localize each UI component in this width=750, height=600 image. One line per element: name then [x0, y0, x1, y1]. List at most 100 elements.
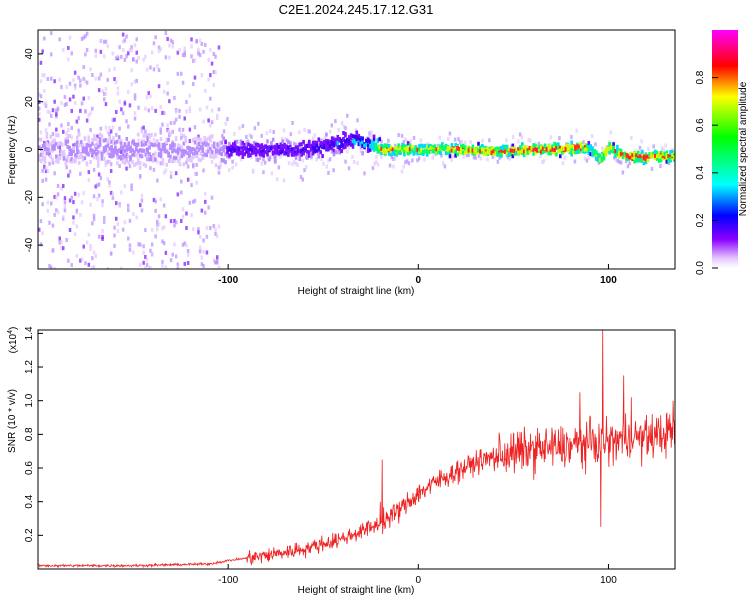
heatmap-cell	[188, 146, 191, 151]
heatmap-cell	[237, 147, 241, 152]
heatmap-cell	[440, 153, 443, 158]
heatmap-cell	[62, 48, 65, 52]
heatmap-cell	[198, 234, 202, 239]
colorbar-tick-label: 0.8	[695, 70, 706, 84]
heatmap-cell	[315, 140, 319, 145]
heatmap-cell	[387, 138, 390, 143]
heatmap-cell	[469, 140, 472, 145]
heatmap-cell	[198, 53, 202, 58]
heatmap-cell	[159, 161, 162, 166]
heatmap-cell	[521, 149, 524, 154]
heatmap-cell	[308, 144, 311, 149]
heatmap-cell	[256, 157, 260, 162]
heatmap-cell	[39, 130, 43, 135]
heatmap-cell	[581, 146, 585, 151]
heatmap-cell	[157, 49, 161, 53]
heatmap-cell	[79, 212, 82, 217]
heatmap-cell	[393, 149, 397, 153]
heatmap-cell	[340, 121, 344, 126]
heatmap-cell	[116, 86, 120, 91]
heatmap-cell	[91, 73, 94, 77]
heatmap-cell	[64, 137, 68, 142]
heatmap-cell	[233, 148, 237, 153]
heatmap-cell	[116, 155, 119, 160]
heatmap-cell	[479, 149, 482, 154]
heatmap-cell	[565, 142, 568, 147]
heatmap-cell	[264, 145, 267, 150]
heatmap-cell	[202, 119, 205, 124]
heatmap-cell	[391, 147, 395, 152]
heatmap-cell	[293, 141, 296, 146]
heatmap-cell	[481, 138, 484, 143]
heatmap-cell	[207, 136, 210, 141]
heatmap-cell	[252, 141, 256, 145]
heatmap-cell	[325, 132, 328, 137]
heatmap-cell	[76, 144, 79, 149]
heatmap-cell	[638, 145, 642, 150]
heatmap-cell	[403, 149, 406, 154]
heatmap-cell	[197, 157, 201, 162]
heatmap-cell	[302, 151, 305, 156]
heatmap-cell	[220, 140, 224, 145]
heatmap-cell	[53, 146, 56, 151]
heatmap-cell	[302, 139, 305, 144]
heatmap-cell	[174, 156, 178, 161]
heatmap-cell	[201, 148, 205, 153]
heatmap-cell	[338, 137, 341, 141]
heatmap-cell	[156, 178, 159, 183]
heatmap-cell	[530, 146, 534, 151]
heatmap-cell	[183, 53, 186, 58]
heatmap-cell	[405, 146, 408, 151]
heatmap-cell	[168, 158, 171, 163]
heatmap-cell	[55, 112, 58, 117]
spectrogram-y-label: Frequency (Hz)	[7, 116, 18, 185]
heatmap-cell	[209, 150, 212, 155]
heatmap-cell	[116, 229, 120, 234]
heatmap-cell	[39, 79, 43, 84]
heatmap-cell	[625, 156, 629, 161]
heatmap-cell	[203, 136, 206, 140]
heatmap-cell	[283, 151, 286, 156]
heatmap-cell	[82, 191, 85, 196]
heatmap-cell	[84, 261, 87, 266]
heatmap-cell	[462, 143, 465, 148]
heatmap-cell	[47, 147, 51, 152]
heatmap-cell	[106, 267, 109, 269]
heatmap-cell	[144, 106, 147, 111]
heatmap-cell	[57, 141, 60, 146]
heatmap-cell	[142, 57, 145, 62]
heatmap-cell	[448, 131, 452, 136]
heatmap-cell	[573, 159, 577, 164]
heatmap-cell	[137, 138, 140, 143]
heatmap-cell	[578, 149, 581, 154]
heatmap-cell	[308, 139, 311, 144]
heatmap-cell	[200, 262, 204, 267]
heatmap-cell	[148, 134, 151, 139]
heatmap-cell	[200, 73, 204, 77]
heatmap-cell	[414, 150, 417, 155]
heatmap-cell	[47, 143, 51, 148]
heatmap-cell	[207, 143, 210, 148]
heatmap-cell	[285, 147, 288, 152]
heatmap-cell	[205, 150, 208, 155]
heatmap-cell	[214, 142, 218, 147]
heatmap-cell	[48, 122, 51, 127]
heatmap-cell	[46, 208, 50, 213]
heatmap-cell	[112, 150, 115, 155]
heatmap-cell	[75, 224, 79, 229]
heatmap-cell	[217, 45, 221, 50]
heatmap-cell	[121, 152, 125, 157]
heatmap-cell	[628, 161, 631, 166]
heatmap-cell	[74, 157, 77, 162]
heatmap-cell	[629, 155, 632, 160]
heatmap-cell	[511, 146, 515, 151]
heatmap-cell	[48, 220, 51, 225]
heatmap-cell	[62, 129, 65, 134]
heatmap-cell	[173, 223, 176, 228]
heatmap-cell	[142, 260, 145, 265]
heatmap-cell	[619, 152, 623, 157]
heatmap-cell	[207, 77, 210, 82]
heatmap-cell	[263, 160, 267, 165]
heatmap-cell	[102, 149, 106, 154]
heatmap-cell	[273, 150, 277, 155]
